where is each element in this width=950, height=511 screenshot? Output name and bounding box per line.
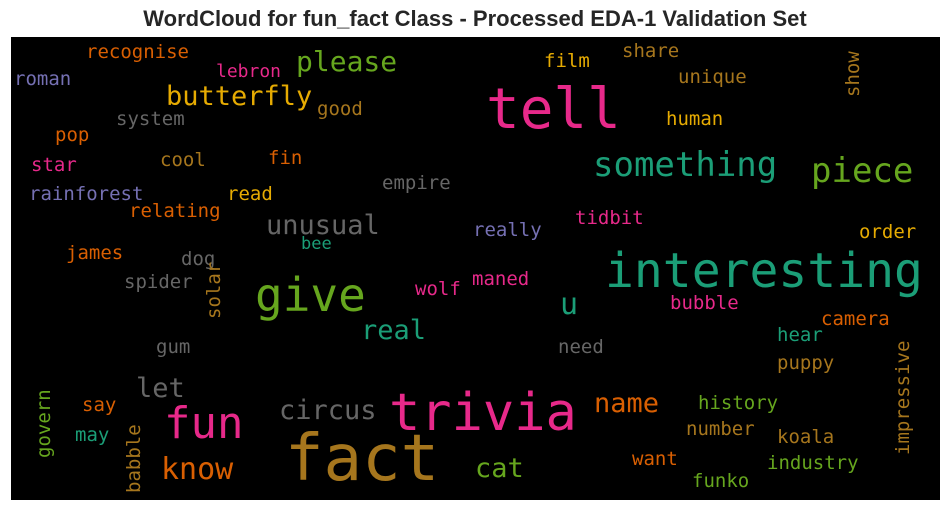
word-film: film bbox=[544, 50, 590, 72]
word-let: let bbox=[136, 373, 185, 404]
word-really: really bbox=[473, 219, 542, 241]
word-roman: roman bbox=[14, 68, 72, 90]
word-show: show bbox=[842, 51, 864, 97]
word-want: want bbox=[632, 448, 678, 470]
word-something: something bbox=[593, 145, 778, 185]
word-unique: unique bbox=[678, 66, 747, 88]
word-may: may bbox=[75, 424, 110, 446]
word-good: good bbox=[317, 98, 363, 120]
word-piece: piece bbox=[811, 151, 914, 191]
word-real: real bbox=[361, 315, 427, 346]
word-bee: bee bbox=[301, 234, 332, 254]
word-puppy: puppy bbox=[777, 352, 835, 374]
word-give: give bbox=[255, 268, 366, 322]
word-funko: funko bbox=[692, 470, 750, 492]
word-know: know bbox=[161, 452, 234, 487]
word-gum: gum bbox=[156, 336, 191, 358]
word-lebron: lebron bbox=[216, 61, 282, 82]
word-cool: cool bbox=[160, 149, 206, 171]
word-fin: fin bbox=[268, 147, 303, 169]
word-maned: maned bbox=[472, 268, 530, 290]
word-circus: circus bbox=[279, 395, 377, 426]
word-system: system bbox=[116, 108, 185, 130]
word-number: number bbox=[686, 418, 755, 440]
word-tidbit: tidbit bbox=[575, 207, 644, 229]
word-dog: dog bbox=[181, 248, 216, 270]
word-empire: empire bbox=[382, 172, 451, 194]
word-human: human bbox=[666, 108, 724, 130]
word-please: please bbox=[296, 45, 398, 78]
word-spider: spider bbox=[124, 271, 193, 293]
word-tell: tell bbox=[486, 77, 621, 142]
word-industry: industry bbox=[767, 452, 859, 474]
wordcloud-canvas: fact trivia interesting tell give fun so… bbox=[11, 37, 940, 500]
chart-title: WordCloud for fun_fact Class - Processed… bbox=[143, 6, 807, 31]
word-camera: camera bbox=[821, 308, 890, 330]
word-need: need bbox=[558, 336, 604, 358]
word-bubble: bubble bbox=[670, 292, 739, 314]
word-history: history bbox=[698, 392, 779, 414]
word-rainforest: rainforest bbox=[29, 183, 144, 205]
word-cat: cat bbox=[475, 453, 524, 484]
word-relating: relating bbox=[129, 200, 221, 222]
word-star: star bbox=[31, 154, 77, 176]
word-fact: fact bbox=[285, 422, 440, 496]
word-order: order bbox=[859, 221, 917, 243]
word-butterfly: butterfly bbox=[166, 81, 313, 112]
word-recognise: recognise bbox=[86, 41, 189, 63]
word-name: name bbox=[594, 388, 660, 419]
word-hear: hear bbox=[777, 324, 823, 346]
word-impressive: impressive bbox=[892, 340, 914, 455]
word-read: read bbox=[227, 183, 273, 205]
word-say: say bbox=[82, 394, 117, 416]
word-share: share bbox=[622, 40, 680, 62]
word-koala: koala bbox=[777, 426, 835, 448]
word-interesting: interesting bbox=[605, 243, 923, 299]
word-unusual: unusual bbox=[266, 210, 380, 241]
word-trivia: trivia bbox=[389, 383, 577, 443]
word-pop: pop bbox=[55, 124, 90, 146]
word-govern: govern bbox=[33, 389, 55, 458]
word-james: james bbox=[66, 242, 124, 264]
word-babble: babble bbox=[123, 424, 145, 493]
word-u: u bbox=[560, 287, 579, 322]
word-solar: solar bbox=[203, 261, 225, 319]
word-wolf: wolf bbox=[415, 278, 461, 300]
word-fun: fun bbox=[164, 398, 244, 449]
